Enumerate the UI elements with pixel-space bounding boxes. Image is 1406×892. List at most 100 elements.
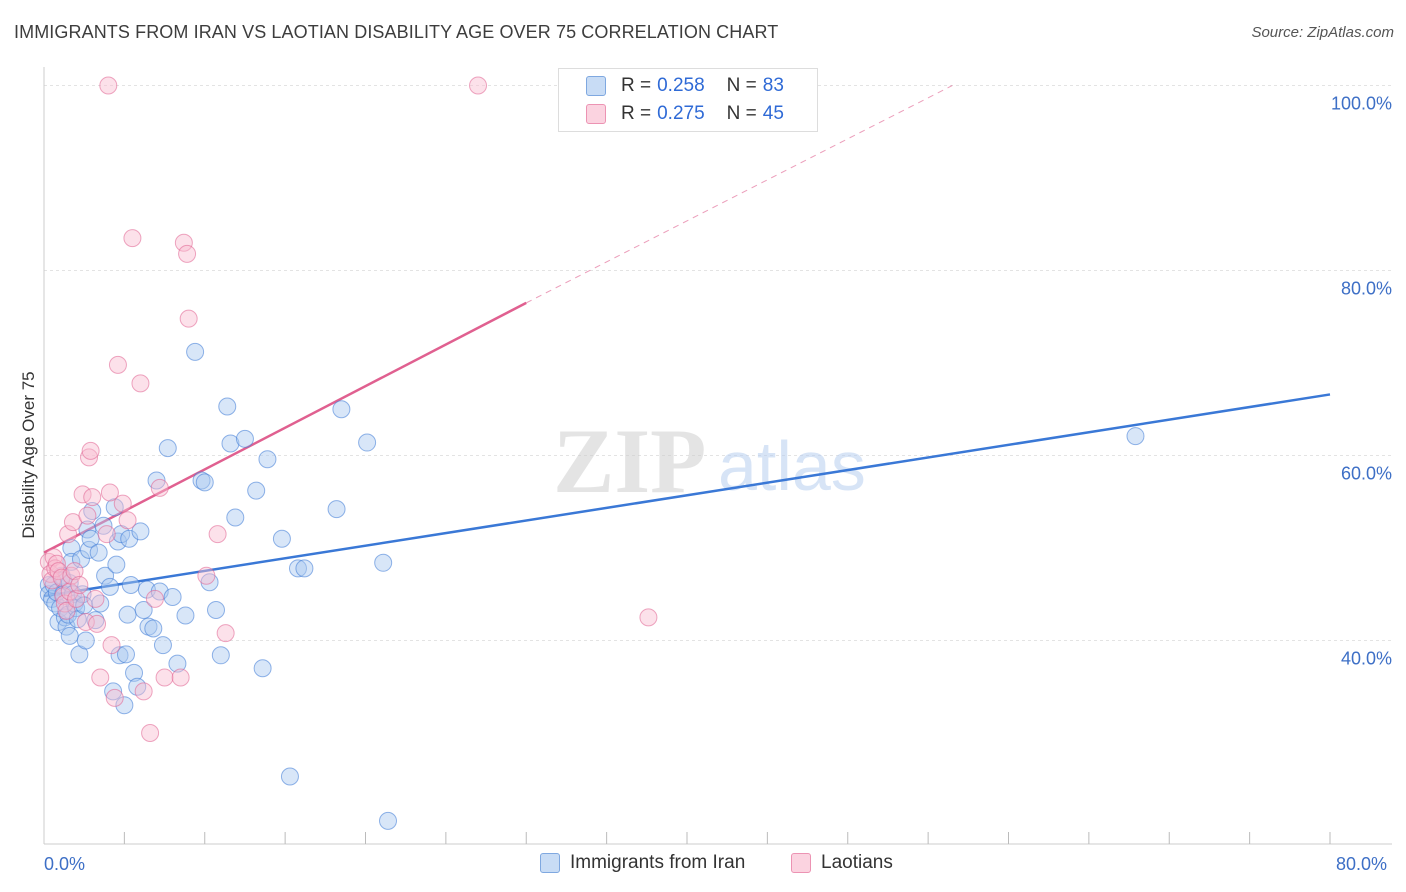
point-laotians [88, 614, 107, 633]
stats-legend: R = 0.258 N = 83 R = 0.275 N = 45 [558, 68, 818, 132]
point-laotians [105, 688, 124, 707]
point-laotians [216, 624, 235, 643]
point-iran [144, 619, 163, 638]
point-iran [128, 677, 147, 696]
point-iran [332, 400, 351, 419]
chart-title: IMMIGRANTS FROM IRAN VS LAOTIAN DISABILI… [14, 22, 779, 42]
point-laotians [155, 668, 174, 687]
point-iran [218, 397, 237, 416]
point-laotians [174, 233, 193, 252]
point-laotians [78, 506, 97, 525]
point-iran [192, 471, 211, 490]
point-iran [115, 696, 134, 715]
point-iran [235, 429, 254, 448]
legend-r-label: R = [621, 75, 652, 96]
legend-row-iran: R = 0.258 N = 83 [586, 74, 784, 98]
point-laotians [47, 554, 66, 573]
y-tick-label-100: 100.0% [1331, 94, 1392, 114]
point-laotians [81, 441, 100, 460]
point-laotians [208, 525, 227, 544]
point-iran [247, 481, 266, 500]
point-iran [1126, 427, 1145, 446]
point-laotians [171, 668, 190, 687]
point-laotians [108, 355, 127, 374]
point-laotians [65, 562, 84, 581]
point-laotians [99, 76, 118, 95]
point-iran [379, 811, 398, 830]
trend-line-laotians-extension [526, 85, 953, 304]
point-iran [226, 508, 245, 527]
point-iran [158, 439, 177, 458]
y-tick-labels: 40.0% 60.0% 80.0% 100.0% [1331, 94, 1392, 669]
bottom-legend-swatch-iran [540, 853, 560, 873]
point-laotians [57, 601, 76, 620]
watermark: ZIP atlas [553, 410, 866, 512]
point-iran [295, 559, 314, 578]
point-laotians [134, 682, 153, 701]
point-iran [76, 631, 95, 650]
point-iran [107, 555, 126, 574]
y-tick-label-80: 80.0% [1341, 279, 1392, 299]
point-laotians [86, 589, 105, 608]
legend-swatch-iran [586, 76, 606, 96]
point-iran [96, 566, 115, 585]
trend-lines [43, 85, 1331, 598]
point-laotians [102, 636, 121, 655]
trend-line-laotians [43, 301, 527, 554]
legend-n-label: N = [726, 103, 757, 124]
point-laotians [80, 448, 99, 467]
point-iran [116, 645, 135, 664]
point-laotians [97, 525, 116, 544]
x-tick-label-max: 80.0% [1336, 854, 1387, 874]
point-iran [207, 600, 226, 619]
point-iran [163, 588, 182, 607]
point-iran [125, 663, 144, 682]
point-iran [89, 543, 108, 562]
point-iran [211, 646, 230, 665]
point-iran [272, 529, 291, 548]
point-laotians [100, 483, 119, 502]
y-tick-label-60: 60.0% [1341, 464, 1392, 484]
point-iran [288, 559, 307, 578]
point-iran [327, 500, 346, 519]
point-iran [221, 434, 240, 453]
point-iran [374, 553, 393, 572]
point-iran [258, 450, 277, 469]
trend-line-iran [43, 393, 1331, 598]
legend-r-label: R = [621, 103, 652, 124]
point-laotians [141, 724, 160, 742]
point-laotians [145, 589, 164, 608]
point-laotians [123, 229, 142, 248]
bottom-legend-swatch-laotians [791, 853, 811, 873]
point-iran [104, 682, 123, 701]
data-points [39, 76, 1145, 830]
point-iran [121, 576, 140, 594]
bottom-legend-label-iran: Immigrants from Iran [570, 852, 746, 873]
legend-n-value: 83 [762, 75, 784, 96]
gridlines [44, 85, 1392, 641]
point-laotians [70, 576, 89, 594]
point-laotians [55, 594, 74, 613]
point-iran [153, 636, 172, 655]
bottom-legend-iran: Immigrants from Iran [540, 852, 745, 874]
point-iran [195, 473, 214, 492]
point-iran [186, 342, 205, 361]
point-laotians [59, 525, 78, 544]
point-laotians [131, 374, 150, 393]
point-laotians [179, 309, 198, 328]
legend-n-value: 45 [762, 103, 784, 124]
legend-r-value: 0.275 [657, 103, 705, 124]
x-tick-label-min: 0.0% [44, 854, 85, 874]
source-label: Source: ZipAtlas.com [1251, 24, 1394, 41]
point-laotians [83, 488, 102, 507]
axes [43, 67, 1392, 845]
point-laotians [150, 478, 169, 497]
point-iran [134, 600, 153, 619]
point-iran [131, 522, 150, 541]
point-iran [100, 577, 119, 596]
point-iran [253, 659, 272, 678]
legend-n-label: N = [726, 75, 757, 96]
point-laotians [469, 76, 488, 95]
watermark-atlas: atlas [718, 427, 866, 505]
